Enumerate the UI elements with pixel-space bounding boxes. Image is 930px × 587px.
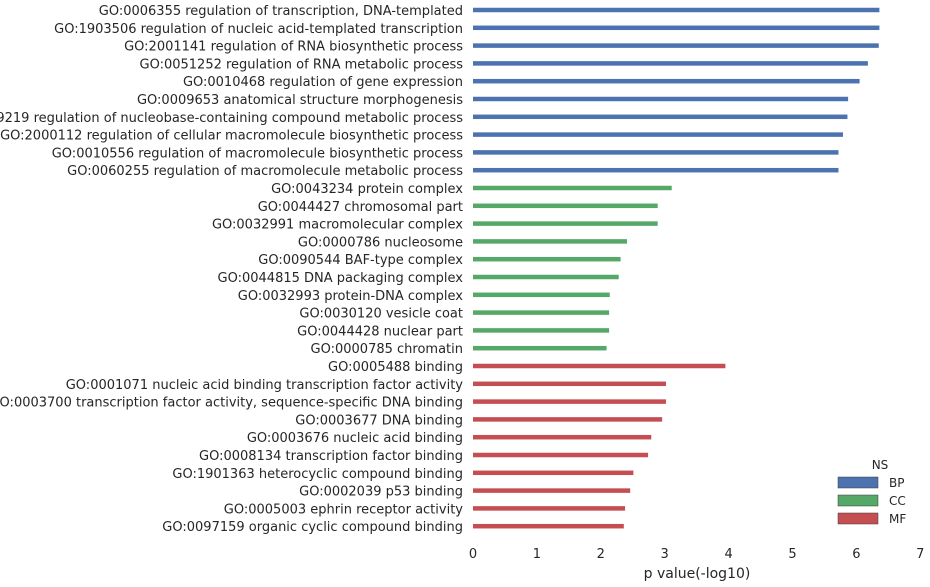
category-label: GO:0044428 nuclear part	[297, 324, 463, 339]
bar-cc	[473, 256, 621, 262]
bar-mf	[473, 399, 666, 404]
bar-mf	[473, 506, 626, 511]
legend-swatch-bp	[837, 476, 879, 489]
category-label: GO:0002039 p53 binding	[299, 485, 463, 500]
category-label: GO:0000786 nucleosome	[298, 235, 463, 250]
category-label: GO:1901363 heterocyclic compound binding	[172, 467, 463, 482]
bar-mf	[473, 434, 652, 440]
legend-label-bp: BP	[889, 476, 904, 490]
category-label: GO:0044815 DNA packaging complex	[218, 271, 464, 286]
bar-bp	[473, 7, 880, 13]
bar-mf	[473, 363, 726, 369]
x-tick-label: 1	[533, 547, 541, 562]
category-label: GO:0030120 vesicle coat	[299, 307, 463, 322]
bar-bp	[473, 114, 848, 120]
bar-mf	[473, 417, 663, 422]
x-tick-label: 2	[597, 547, 605, 562]
category-label: GO:0008134 transcription factor binding	[199, 449, 463, 464]
bar-cc	[473, 221, 658, 226]
x-tick-label: 0	[469, 547, 477, 562]
bar-cc	[473, 203, 658, 209]
bar-cc	[473, 310, 610, 315]
bar-bp	[473, 61, 868, 66]
category-label: GO:0097159 organic cyclic compound bindi…	[162, 520, 463, 535]
bar-cc	[473, 328, 610, 333]
category-label: GO:0032993 protein-DNA complex	[238, 289, 464, 304]
category-label: GO:0060255 regulation of macromolecule m…	[67, 164, 463, 179]
category-label: GO:0000785 chromatin	[311, 342, 463, 357]
legend-title: NS	[872, 458, 889, 472]
category-label: GO:0090544 BAF-type complex	[258, 253, 463, 268]
bar-cc	[473, 292, 610, 298]
bar-mf	[473, 381, 666, 387]
bar-bp	[473, 25, 880, 31]
category-label: GO:0006355 regulation of transcription, …	[99, 4, 463, 19]
category-label: GO:2001141 regulation of RNA biosyntheti…	[124, 40, 463, 55]
bar-mf	[473, 523, 624, 529]
legend-swatch-mf	[837, 512, 879, 525]
bar-cc	[473, 345, 607, 351]
legend-swatch-cc	[837, 494, 879, 507]
x-tick-label: 5	[788, 547, 796, 562]
category-label: GO:0003676 nucleic acid binding	[247, 431, 463, 446]
category-label: GO:0009653 anatomical structure morphoge…	[137, 93, 463, 108]
bar-bp	[473, 43, 879, 48]
bar-bp	[473, 132, 843, 137]
category-label: GO:1903506 regulation of nucleic acid-te…	[54, 22, 463, 37]
x-tick-label: 6	[852, 547, 860, 562]
bar-bp	[473, 150, 839, 155]
bar-mf	[473, 488, 631, 493]
category-label: GO:0032991 macromolecular complex	[212, 218, 463, 233]
category-label: GO:0003677 DNA binding	[295, 413, 463, 428]
bar-bp	[473, 167, 839, 173]
category-label: GO:0044427 chromosomal part	[258, 200, 463, 215]
legend-label-mf: MF	[889, 512, 906, 526]
bar-bp	[473, 78, 860, 84]
x-tick-label: 3	[661, 547, 669, 562]
x-axis-ticks: 0 1 2 3 4 5 6 7	[469, 547, 925, 562]
x-tick-label: 7	[916, 547, 924, 562]
bar-cc	[473, 239, 627, 244]
bar-bp	[473, 96, 849, 102]
category-label: GO:0001071 nucleic acid binding transcri…	[66, 378, 464, 393]
category-label: GO:2000112 regulation of cellular macrom…	[0, 129, 463, 144]
bar-cc	[473, 185, 672, 191]
x-axis-title: p value(-log10)	[644, 566, 751, 582]
category-label: GO:0051252 regulation of RNA metabolic p…	[140, 57, 464, 72]
category-label: GO:0005488 binding	[328, 360, 463, 375]
category-label: GO:0010468 regulation of gene expression	[183, 75, 463, 90]
bars	[473, 7, 880, 529]
category-label: GO:0019219 regulation of nucleobase-cont…	[0, 111, 463, 126]
bar-cc	[473, 274, 619, 280]
category-label: GO:0043234 protein complex	[271, 182, 463, 197]
category-label: GO:0010556 regulation of macromolecule b…	[52, 146, 463, 161]
category-label: GO:0005003 ephrin receptor activity	[224, 502, 464, 517]
bar-mf	[473, 470, 634, 476]
bar-mf	[473, 452, 649, 458]
category-labels: GO:0006355 regulation of transcription, …	[0, 4, 463, 535]
legend-label-cc: CC	[889, 494, 906, 508]
x-tick-label: 4	[724, 547, 732, 562]
category-label: GO:0003700 transcription factor activity…	[0, 396, 463, 411]
